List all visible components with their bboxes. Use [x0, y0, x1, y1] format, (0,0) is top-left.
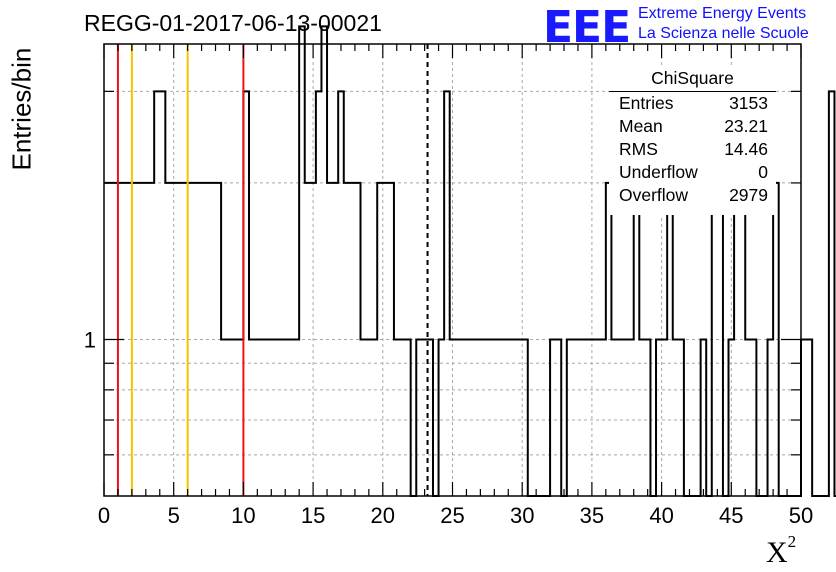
eee-logo: EEE — [543, 2, 631, 53]
x-tick-label: 40 — [649, 503, 673, 528]
stats-value: 3153 — [729, 93, 768, 113]
x-tick-label: 15 — [301, 503, 325, 528]
stats-value: 2979 — [729, 185, 768, 205]
logo-caption-line2: La Scienza nelle Scuole — [638, 25, 809, 42]
stats-label: RMS — [619, 139, 658, 159]
x-tick-label: 10 — [231, 503, 255, 528]
x-tick-label: 45 — [719, 503, 743, 528]
stats-label: Mean — [619, 116, 663, 136]
stats-value: 0 — [758, 162, 768, 182]
marker-lines — [116, 44, 429, 496]
stats-value: 14.46 — [724, 139, 768, 159]
stats-row-entries: Entries 3153 — [619, 93, 768, 114]
stats-box-divider — [609, 91, 776, 92]
x-axis-label: X2 — [766, 532, 797, 569]
chart-title: REGG-01-2017-06-13-00021 — [84, 10, 382, 36]
logo-caption-line1: Extreme Energy Events — [638, 5, 807, 22]
stats-box: ChiSquare Entries 3153 Mean 23.21 RMS 14… — [609, 67, 776, 215]
x-tick-label: 20 — [371, 503, 395, 528]
stats-label: Overflow — [619, 185, 689, 205]
x-tick-label: 25 — [440, 503, 464, 528]
x-tick-label: 50 — [789, 503, 813, 528]
y-tick-label: 1 — [84, 327, 96, 352]
stats-row-rms: RMS 14.46 — [619, 139, 768, 160]
x-tick-label: 5 — [168, 503, 180, 528]
x-tick-label: 35 — [580, 503, 604, 528]
histogram — [104, 25, 836, 497]
histogram-outline — [104, 25, 836, 497]
stats-box-title: ChiSquare — [651, 68, 734, 88]
x-tick-label: 30 — [510, 503, 534, 528]
stats-row-underflow: Underflow 0 — [619, 162, 768, 183]
stats-row-overflow: Overflow 2979 — [619, 185, 768, 206]
y-axis-label: Entries/bin — [6, 47, 37, 171]
stats-value: 23.21 — [724, 116, 768, 136]
x-tick-label: 0 — [98, 503, 110, 528]
stats-row-mean: Mean 23.21 — [619, 116, 768, 137]
tick-labels: 0 5 10 15 20 25 30 35 40 45 50 1 — [84, 327, 813, 528]
stats-label: Entries — [619, 93, 674, 113]
stats-label: Underflow — [619, 162, 698, 182]
axis-ticks — [103, 44, 802, 496]
